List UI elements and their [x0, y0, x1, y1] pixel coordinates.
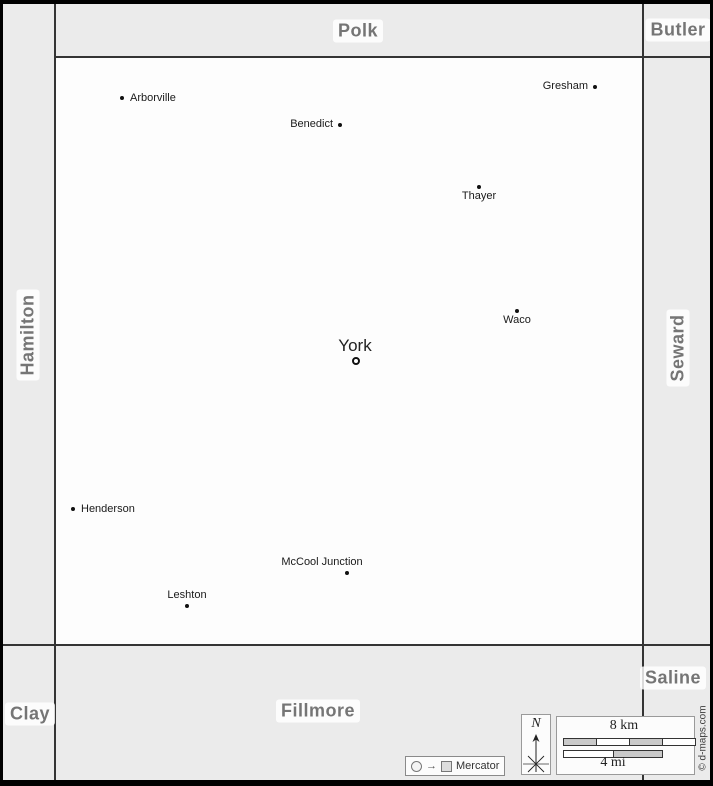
copyright-watermark: © d-maps.com: [697, 705, 709, 771]
arrow-right-icon: →: [426, 759, 437, 772]
scale-segment: [564, 739, 596, 745]
county-label-seward: Seward: [666, 309, 690, 387]
town-label-york: York: [338, 336, 372, 355]
town-label-gresham: Gresham: [542, 80, 588, 92]
boundary-line-west: [54, 0, 56, 786]
town-label-mccool-junction: McCool Junction: [281, 556, 363, 568]
boundary-line-north: [54, 56, 713, 58]
town-label-benedict: Benedict: [290, 118, 333, 130]
town-label-leshton: Leshton: [167, 589, 207, 601]
town-marker-henderson: [71, 507, 75, 511]
frame-edge-top: [0, 0, 713, 4]
town-label-thayer: Thayer: [461, 190, 497, 202]
boundary-line-south: [0, 644, 713, 646]
scale-segment: [629, 739, 662, 745]
town-marker-york: [352, 357, 360, 365]
town-label-waco: Waco: [503, 314, 531, 326]
frame-edge-left: [0, 0, 3, 786]
town-marker-benedict: [338, 123, 342, 127]
town-label-henderson: Henderson: [81, 503, 135, 515]
town-marker-waco: [515, 309, 519, 313]
frame-edge-right: [710, 0, 713, 786]
county-label-saline: Saline: [639, 666, 707, 690]
scale-mi-label: 4 mi: [600, 755, 626, 770]
county-label-fillmore: Fillmore: [275, 699, 361, 723]
scale-bar-box: 8 km 4 mi: [556, 716, 696, 775]
projection-name: Mercator: [456, 760, 500, 772]
county-label-hamilton: Hamilton: [16, 289, 40, 381]
compass-arrow-icon: [523, 734, 549, 773]
town-label-arborville: Arborville: [130, 92, 176, 104]
projection-legend: → Mercator: [405, 756, 506, 776]
scale-segment: [662, 739, 695, 745]
compass-north-label: N: [531, 716, 541, 731]
scale-segment: [564, 751, 613, 757]
scale-km-label: 8 km: [609, 718, 639, 733]
scale-segment: [596, 739, 629, 745]
town-marker-arborville: [120, 96, 124, 100]
frame-edge-bottom: [0, 780, 713, 786]
county-label-polk: Polk: [332, 19, 384, 43]
scale-segment: [612, 751, 662, 757]
town-marker-thayer: [477, 185, 481, 189]
boundary-line-east: [642, 0, 644, 786]
scale-bar-km: [563, 738, 696, 746]
town-marker-leshton: [185, 604, 189, 608]
town-marker-gresham: [593, 85, 597, 89]
york-county-area: [56, 58, 642, 644]
globe-circle-icon: [411, 760, 422, 772]
county-label-clay: Clay: [4, 702, 56, 726]
county-label-butler: Butler: [645, 18, 711, 42]
town-marker-mccool-junction: [345, 571, 349, 575]
scale-bar-mi: [563, 750, 663, 758]
flat-square-icon: [441, 760, 452, 772]
compass-rose: N: [521, 714, 551, 775]
